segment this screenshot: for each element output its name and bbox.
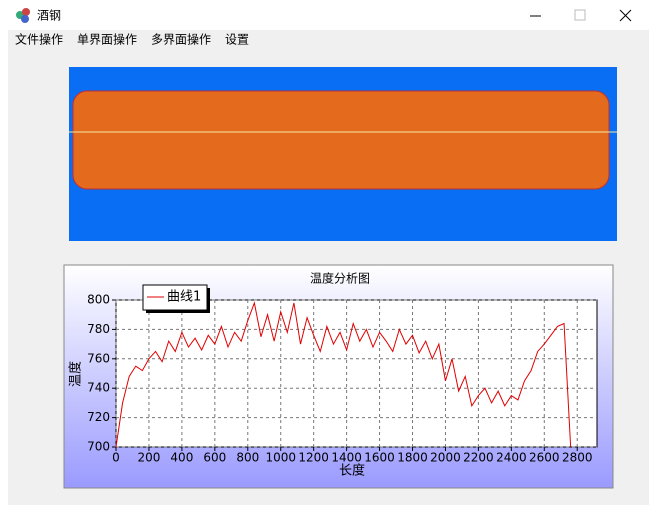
menu-item[interactable]: 设置 (225, 33, 249, 47)
x-tick-label: 400 (170, 451, 193, 465)
x-tick-label: 200 (137, 451, 160, 465)
title-bar (0, 0, 657, 30)
y-tick-label: 800 (87, 293, 110, 307)
data-line (115, 301, 572, 448)
y-tick-label: 760 (87, 351, 110, 365)
menu-item[interactable]: 单界面操作 (77, 32, 137, 47)
y-tick-label: 740 (87, 381, 110, 395)
y-axis-label: 温度 (68, 361, 84, 387)
window-title: 酒钢 (37, 9, 61, 23)
x-tick-label: 2200 (463, 451, 494, 465)
app-icon (16, 8, 30, 23)
x-tick-label: 1400 (331, 451, 362, 465)
x-tick-label: 2400 (496, 451, 527, 465)
menu-item[interactable]: 文件操作 (15, 32, 63, 47)
x-tick-label: 0 (112, 451, 120, 465)
maximize-button[interactable] (574, 9, 586, 21)
plot-area (115, 299, 598, 448)
x-tick-label: 1800 (397, 451, 428, 465)
x-tick-label: 800 (236, 451, 259, 465)
x-tick-label: 1000 (265, 451, 296, 465)
chart-title: 温度分析图 (310, 271, 370, 286)
close-button[interactable] (619, 9, 632, 22)
menu-bar: 文件操作 单界面操作 多界面操作 设置 (15, 32, 249, 47)
x-tick-label: 1600 (364, 451, 395, 465)
x-tick-label: 2800 (562, 451, 593, 465)
x-tick-label: 600 (203, 451, 226, 465)
frame (8, 505, 649, 513)
y-tick-label: 720 (87, 410, 110, 424)
legend (142, 284, 208, 311)
x-tick-label: 1200 (298, 451, 329, 465)
x-tick-label: 2000 (430, 451, 461, 465)
frame (0, 0, 8, 513)
y-tick-label: 700 (87, 440, 110, 454)
x-tick-label: 2600 (529, 451, 560, 465)
y-tick-label: 780 (87, 322, 110, 336)
frame (649, 0, 657, 513)
x-axis-label: 长度 (339, 463, 365, 479)
legend-label: 曲线1 (167, 290, 201, 305)
menu-item[interactable]: 多界面操作 (151, 32, 211, 47)
thermal-image (69, 67, 617, 241)
